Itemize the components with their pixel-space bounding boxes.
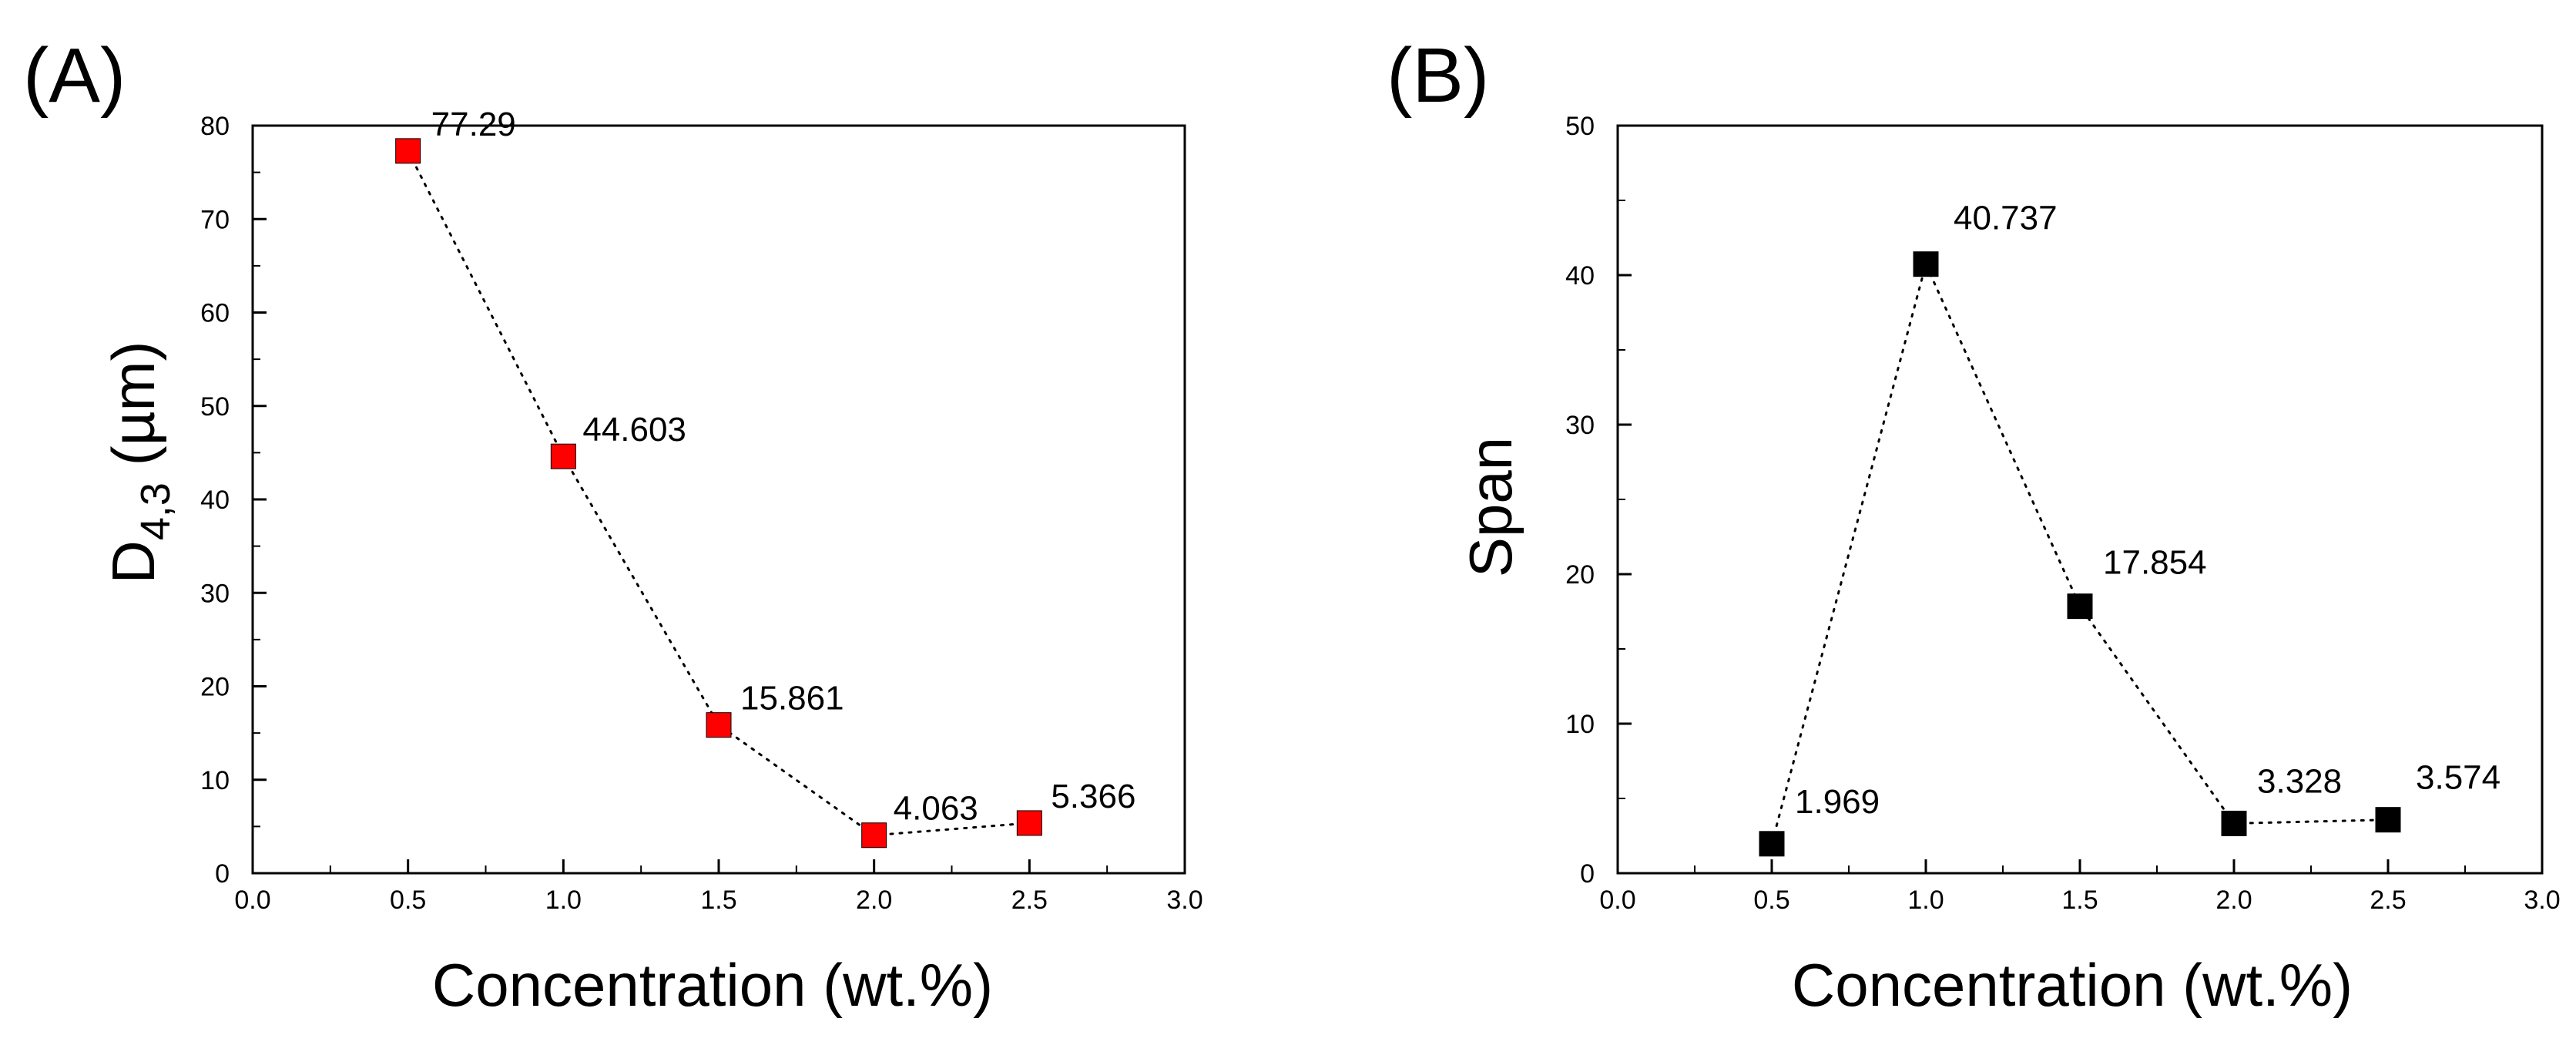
panel-b-x-tick-label: 2.0 — [2215, 886, 2252, 915]
panel-a-x-tick-label: 2.5 — [1011, 886, 1048, 915]
panel-b-data-point — [1759, 831, 1785, 857]
panel-a-y-tick-label: 80 — [200, 112, 230, 141]
panel-a-y-tick-label: 30 — [200, 579, 230, 608]
panel-a-x-tick-label: 2.0 — [856, 886, 892, 915]
panel-b-letter: (B) — [1387, 32, 1489, 119]
panel-b-x-tick-label: 0.5 — [1753, 886, 1789, 915]
panel-b-y-tick-label: 30 — [1565, 411, 1595, 440]
panel-b-y-tick-label: 20 — [1565, 560, 1595, 590]
panel-b-x-tick-label: 1.5 — [2061, 886, 2098, 915]
panel-a-y-tick-label: 50 — [200, 392, 230, 422]
panel-a-y-axis-title-subscript: 4,3 — [132, 482, 179, 540]
panel-a-x-tick-label: 3.0 — [1166, 886, 1202, 915]
panel-a-data-point — [550, 443, 576, 469]
panel-b-data-point — [1913, 251, 1939, 277]
panel-b-x-axis-title: Concentration (wt.%) — [1792, 951, 2353, 1019]
panel-a-data-point — [706, 712, 732, 738]
panel-a-x-tick-label: 1.5 — [700, 886, 736, 915]
panel-a-y-axis-title: D4,3 (µm) — [99, 341, 179, 584]
panel-a-data-label: 15.861 — [740, 680, 844, 718]
panel-a-data-label: 77.29 — [431, 106, 516, 143]
panel-b-x-tick-label: 1.0 — [1907, 886, 1944, 915]
panel-a: (A) 0.0 0.5 1.0 1.5 2.0 2.5 3.0 0 10 20 30 40 50 60 70… — [23, 32, 1203, 1019]
panel-a-x-axis-title: Concentration (wt.%) — [432, 951, 993, 1019]
panel-a-data-point — [1016, 810, 1042, 836]
panel-a-plot-area: 0.0 0.5 1.0 1.5 2.0 2.5 3.0 0 10 20 30 40 50 60 70 80 77… — [200, 106, 1202, 915]
panel-b-data-point — [2221, 810, 2247, 836]
panel-b-y-tick-label: 0 — [1580, 859, 1595, 889]
panel-a-plot-frame — [251, 124, 1186, 875]
panel-b-data-label: 17.854 — [2103, 544, 2207, 582]
panel-b-y-tick-label: 50 — [1565, 112, 1595, 141]
panel-b-y-axis-title: Span — [1457, 437, 1524, 577]
panel-a-y-axis-title-unit: (µm) — [99, 341, 167, 483]
panel-b-data-point — [2375, 807, 2401, 833]
panel-a-y-tick-label: 10 — [200, 766, 230, 795]
panel-b-x-tick-label: 2.5 — [2370, 886, 2406, 915]
panel-a-x-tick-label: 0.0 — [234, 886, 270, 915]
panel-b-x-tick-label: 0.0 — [1599, 886, 1635, 915]
panel-b-data-label: 3.328 — [2257, 762, 2342, 800]
panel-a-y-tick-label: 60 — [200, 299, 230, 328]
panel-b-series-line — [1770, 260, 2390, 845]
panel-a-data-point — [861, 822, 887, 849]
panel-a-y-tick-label: 0 — [215, 859, 230, 889]
panel-a-data-label: 4.063 — [894, 790, 978, 828]
panel-b-x-tick-label: 3.0 — [2524, 886, 2560, 915]
panel-b: (B) 0.0 0.5 1.0 1.5 2.0 2.5 3.0 0 10 20 30 40 50 1.96… — [1387, 32, 2561, 1019]
panel-b-plot-area: 0.0 0.5 1.0 1.5 2.0 2.5 3.0 0 10 20 30 40 50 1.969 40.… — [1565, 112, 2560, 915]
panel-b-data-point — [2067, 593, 2093, 620]
panel-b-y-tick-label: 40 — [1565, 261, 1595, 291]
panel-a-letter: (A) — [23, 32, 126, 119]
panel-a-x-tick-label: 1.0 — [545, 886, 582, 915]
panel-b-plot-frame — [1616, 124, 2544, 875]
panel-a-y-tick-label: 20 — [200, 673, 230, 702]
panel-a-y-tick-label: 40 — [200, 486, 230, 515]
panel-a-x-tick-label: 0.5 — [390, 886, 426, 915]
panel-b-y-tick-label: 10 — [1565, 710, 1595, 739]
panel-a-data-label: 5.366 — [1051, 778, 1135, 815]
panel-b-data-label: 3.574 — [2416, 759, 2501, 797]
panel-a-y-tick-label: 70 — [200, 205, 230, 234]
panel-a-data-label: 44.603 — [582, 411, 686, 449]
panel-a-y-axis-title-main: D — [99, 540, 167, 583]
panel-a-data-point — [395, 138, 421, 164]
panel-b-data-label: 40.737 — [1954, 200, 2058, 237]
panel-b-data-label: 1.969 — [1795, 783, 1880, 821]
